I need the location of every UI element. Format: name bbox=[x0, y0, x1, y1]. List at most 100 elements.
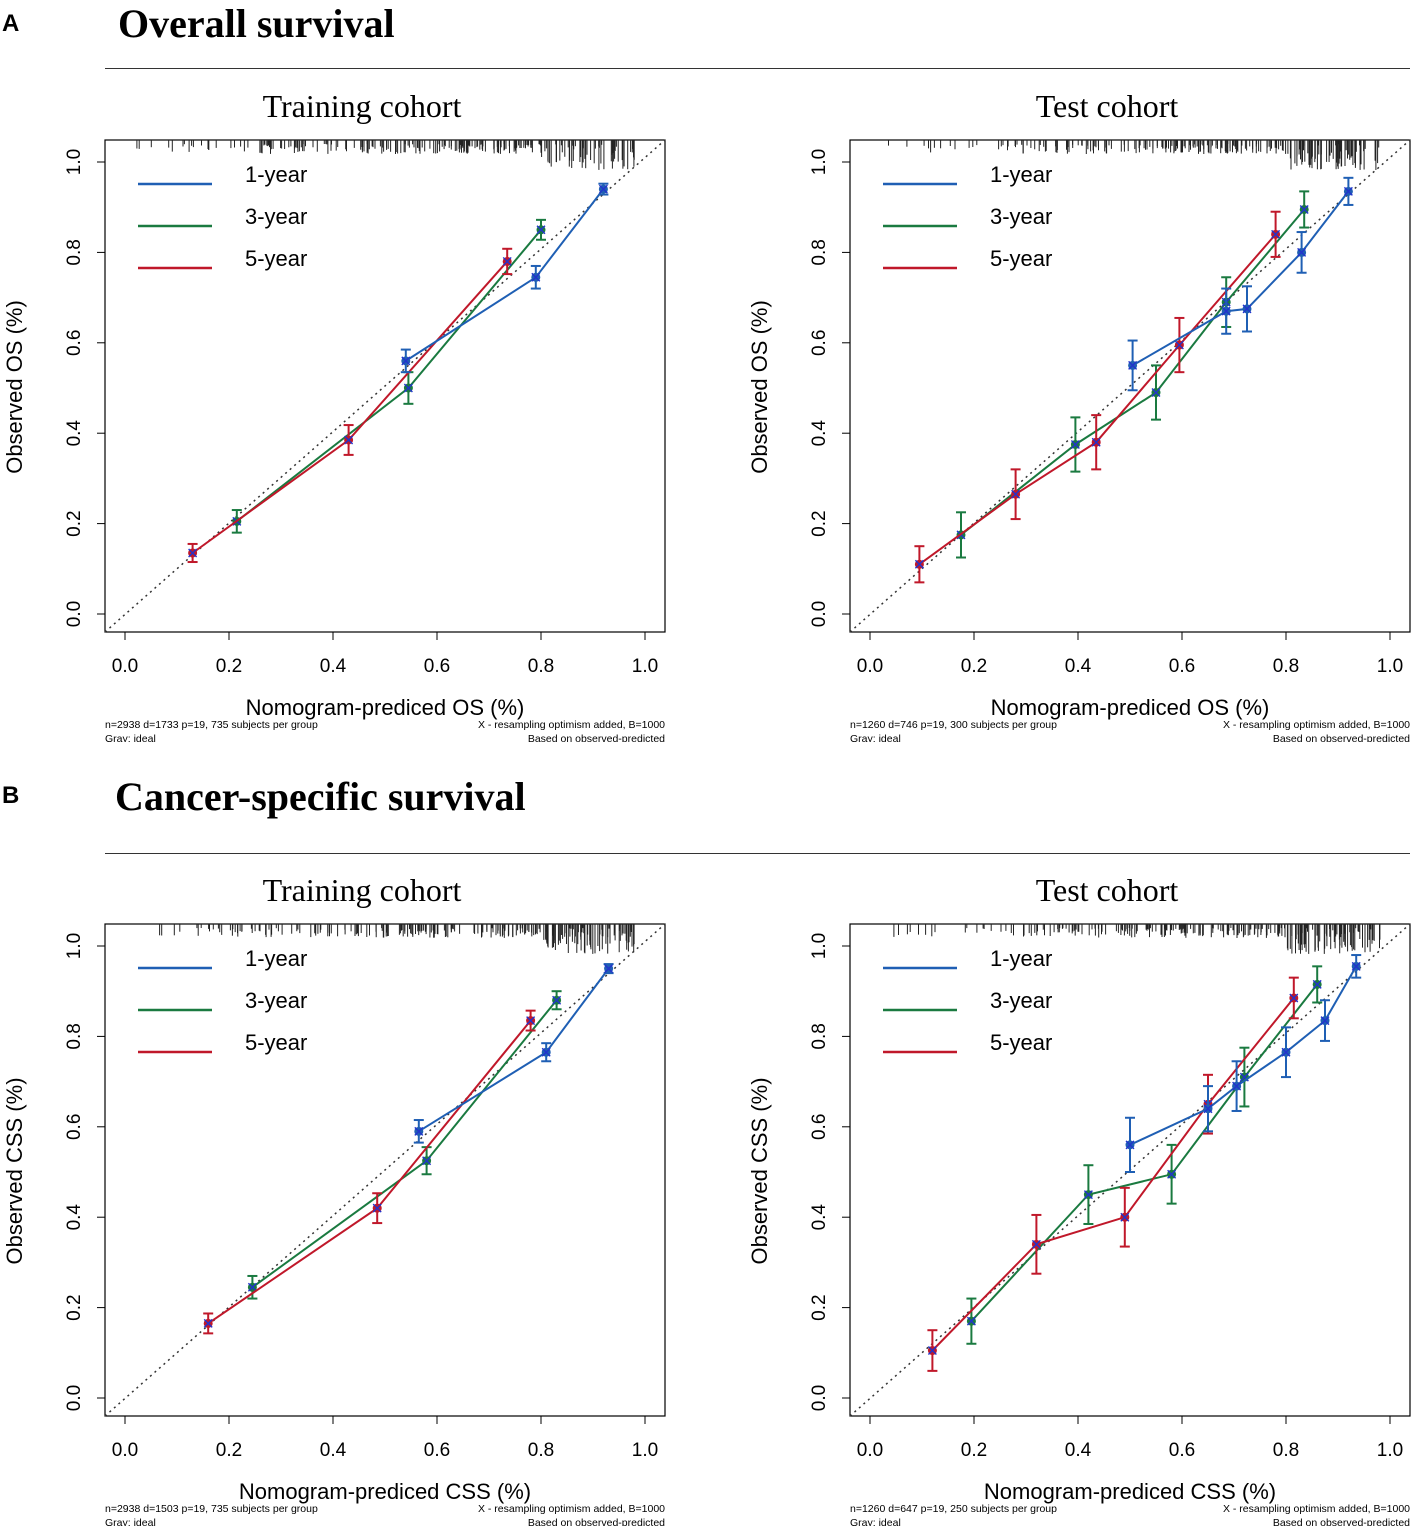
optimism-x-marker bbox=[403, 383, 413, 393]
optimism-x-marker bbox=[1312, 979, 1322, 989]
series-5-year bbox=[203, 1009, 536, 1335]
x-axis-label: Nomogram-prediced OS (%) bbox=[246, 695, 525, 720]
chart-title: Test cohort bbox=[1036, 872, 1179, 908]
optimism-x-marker bbox=[1351, 961, 1361, 971]
legend-label-5-year: 5-year bbox=[245, 246, 307, 271]
calibration-chart-svg: Test cohort 0.0 0.2 0.4 0.6 0.8 1.0 0.0 0.2 0.4 0.… bbox=[747, 88, 1411, 742]
series-line bbox=[1129, 965, 1358, 1146]
legend-label-1-year: 1-year bbox=[245, 162, 307, 187]
y-tick-label: 1.0 bbox=[809, 933, 830, 959]
optimism-x-marker bbox=[1031, 1239, 1041, 1249]
optimism-x-marker bbox=[927, 1346, 937, 1356]
panel-letter-a: A bbox=[2, 10, 20, 37]
footnote-resampling: X - resampling optimism added, B=1000 bbox=[478, 719, 665, 731]
footnote-resampling: X - resampling optimism added, B=1000 bbox=[1223, 719, 1410, 731]
y-tick-label: 0.8 bbox=[64, 239, 85, 265]
optimism-x-marker bbox=[1221, 306, 1231, 316]
panel-letter-b: B bbox=[2, 782, 20, 809]
chart-title: Test cohort bbox=[1036, 88, 1179, 124]
optimism-x-marker bbox=[1174, 340, 1184, 350]
x-tick-label: 0.2 bbox=[216, 656, 242, 677]
series-5-year bbox=[927, 976, 1299, 1372]
legend-label-3-year: 3-year bbox=[990, 988, 1052, 1013]
series-5-year bbox=[187, 247, 513, 564]
footnote-resampling: X - resampling optimism added, B=1000 bbox=[1223, 1503, 1410, 1515]
series-line bbox=[418, 968, 610, 1133]
footnote-based-on: Based on observed-predicted bbox=[1273, 1517, 1410, 1526]
x-tick-label: 1.0 bbox=[1377, 656, 1403, 677]
optimism-x-marker bbox=[1125, 1140, 1135, 1150]
x-tick-label: 0.6 bbox=[424, 656, 450, 677]
y-tick-label: 1.0 bbox=[809, 149, 830, 175]
rug-ticks bbox=[159, 924, 635, 954]
x-tick-label: 0.4 bbox=[1065, 656, 1092, 677]
optimism-x-marker bbox=[1271, 229, 1281, 239]
optimism-x-marker bbox=[203, 1318, 213, 1328]
optimism-x-marker bbox=[552, 995, 562, 1005]
series-1-year bbox=[1125, 954, 1362, 1173]
y-tick-label: 0.8 bbox=[809, 1023, 830, 1049]
plot-os-training: Training cohort 0.0 0.2 0.4 0.6 0.8 1.0 0.0 0.2 0… bbox=[0, 82, 680, 742]
optimism-x-marker bbox=[1011, 489, 1021, 499]
optimism-x-marker bbox=[914, 559, 924, 569]
y-tick-label: 0.0 bbox=[64, 601, 85, 627]
optimism-x-marker bbox=[1320, 1016, 1330, 1026]
x-tick-label: 0.2 bbox=[961, 656, 987, 677]
x-tick-label: 0.2 bbox=[216, 1440, 242, 1461]
series-1-year bbox=[1127, 176, 1354, 392]
ideal-line bbox=[104, 139, 666, 633]
section-rule-a bbox=[105, 68, 1410, 69]
legend-label-3-year: 3-year bbox=[990, 204, 1052, 229]
x-tick-label: 0.8 bbox=[528, 1440, 554, 1461]
x-tick-label: 0.4 bbox=[1065, 1440, 1092, 1461]
x-tick-label: 0.0 bbox=[857, 1440, 883, 1461]
optimism-x-marker bbox=[1151, 388, 1161, 398]
legend-label-1-year: 1-year bbox=[990, 162, 1052, 187]
footnote-based-on: Based on observed-predicted bbox=[528, 1517, 665, 1526]
footnote-ideal: Gray: ideal bbox=[850, 1517, 901, 1526]
legend-label-3-year: 3-year bbox=[245, 988, 307, 1013]
x-axis-label: Nomogram-prediced OS (%) bbox=[991, 695, 1270, 720]
x-tick-label: 0.4 bbox=[320, 1440, 347, 1461]
x-tick-label: 0.0 bbox=[857, 656, 883, 677]
legend-label-1-year: 1-year bbox=[245, 946, 307, 971]
x-tick-label: 0.6 bbox=[1169, 1440, 1195, 1461]
optimism-x-marker bbox=[1343, 186, 1353, 196]
ideal-line bbox=[849, 139, 1411, 633]
x-tick-label: 0.0 bbox=[112, 1440, 138, 1461]
x-tick-label: 0.0 bbox=[112, 656, 138, 677]
footnote-based-on: Based on observed-predicted bbox=[1273, 733, 1410, 742]
y-axis-label: Observed CSS (%) bbox=[2, 1077, 27, 1264]
series-line bbox=[207, 1019, 532, 1325]
optimism-x-marker bbox=[1281, 1047, 1291, 1057]
y-tick-label: 1.0 bbox=[64, 933, 85, 959]
series-3-year bbox=[956, 190, 1310, 559]
series-line bbox=[1132, 190, 1350, 367]
optimism-x-marker bbox=[247, 1282, 257, 1292]
optimism-x-marker bbox=[1083, 1190, 1093, 1200]
optimism-x-marker bbox=[188, 548, 198, 558]
y-tick-label: 0.4 bbox=[64, 1204, 85, 1231]
series-1-year bbox=[413, 963, 614, 1144]
series-5-year bbox=[914, 210, 1281, 584]
series-line bbox=[918, 233, 1277, 566]
x-tick-label: 0.2 bbox=[961, 1440, 987, 1461]
x-tick-label: 1.0 bbox=[1377, 1440, 1403, 1461]
footnote-ideal: Gray: ideal bbox=[105, 733, 156, 742]
y-tick-label: 0.6 bbox=[809, 330, 830, 356]
optimism-x-marker bbox=[422, 1156, 432, 1166]
y-tick-label: 0.2 bbox=[64, 1294, 85, 1320]
plot-os-test: Test cohort 0.0 0.2 0.4 0.6 0.8 1.0 0.0 0.2 0.4 0.… bbox=[745, 82, 1417, 742]
footnote-based-on: Based on observed-predicted bbox=[528, 733, 665, 742]
x-tick-label: 0.8 bbox=[528, 656, 554, 677]
section-title-cancer-specific-survival: Cancer-specific survival bbox=[115, 774, 526, 819]
y-tick-label: 0.2 bbox=[64, 510, 85, 536]
optimism-x-marker bbox=[541, 1047, 551, 1057]
legend-label-5-year: 5-year bbox=[990, 246, 1052, 271]
x-tick-label: 0.4 bbox=[320, 656, 347, 677]
legend-label-5-year: 5-year bbox=[245, 1030, 307, 1055]
optimism-x-marker bbox=[604, 964, 614, 974]
section-title-overall-survival: Overall survival bbox=[118, 1, 395, 46]
optimism-x-marker bbox=[372, 1203, 382, 1213]
plot-css-test: Test cohort 0.0 0.2 0.4 0.6 0.8 1.0 0.0 0.2 0.4 0.… bbox=[745, 866, 1417, 1526]
